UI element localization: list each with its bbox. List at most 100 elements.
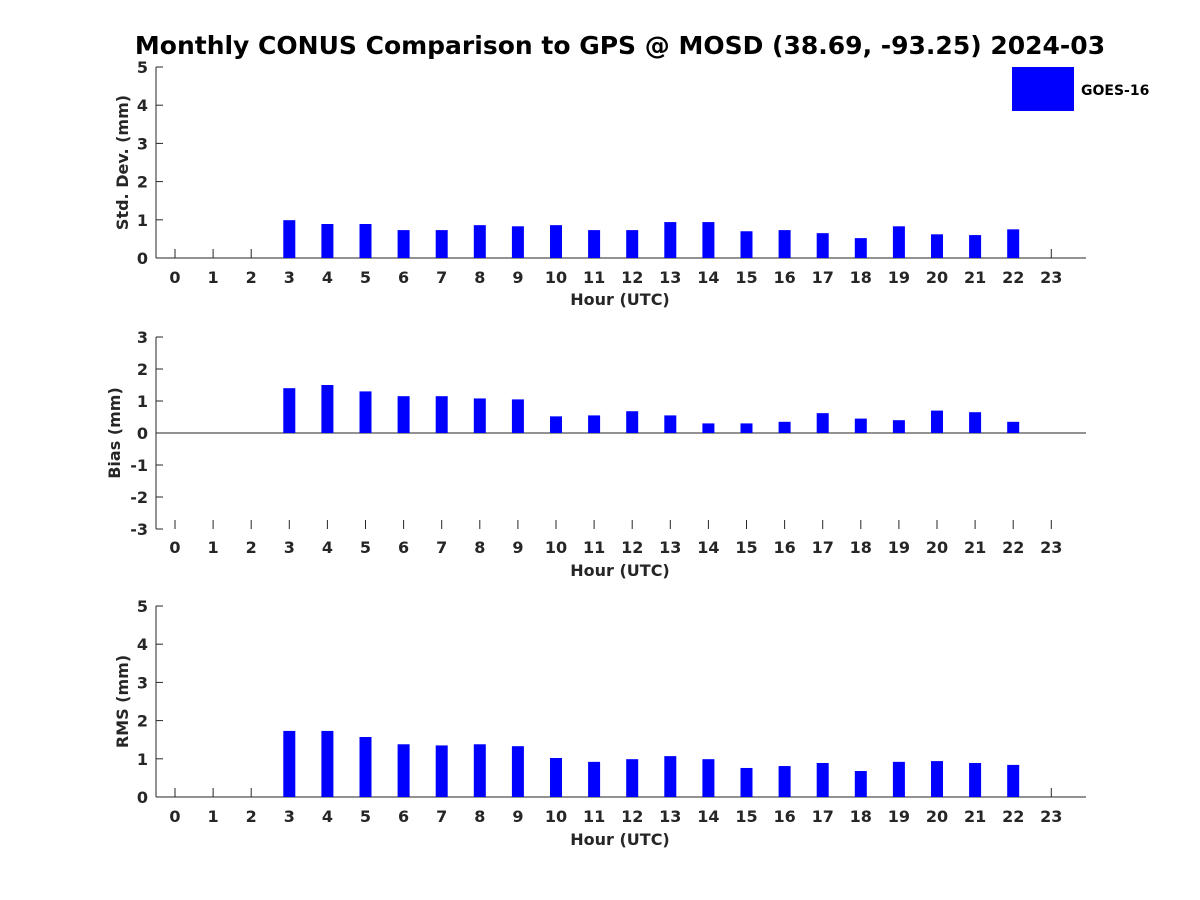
stddev-x-tick-label: 4 (322, 268, 333, 287)
bias-x-tick-label: 23 (1040, 538, 1062, 557)
legend-swatch (1012, 67, 1074, 111)
stddev-bar-hour-5 (359, 224, 372, 258)
bias-x-tick-label: 10 (545, 538, 567, 557)
rms-bar-hour-11 (588, 761, 601, 797)
stddev-x-tick-label: 15 (735, 268, 757, 287)
rms-x-tick-label: 3 (284, 807, 295, 826)
bias-bar-hour-11 (588, 415, 601, 433)
rms-x-tick-label: 5 (360, 807, 371, 826)
stddev-bar-hour-18 (854, 238, 867, 258)
bias-x-tick-label: 22 (1002, 538, 1024, 557)
bias-x-tick-label: 6 (398, 538, 409, 557)
stddev-bar-hour-11 (588, 230, 601, 258)
bias-x-tick-label: 2 (246, 538, 257, 557)
bias-bar-hour-19 (892, 420, 905, 433)
bias-bar-hour-8 (473, 398, 486, 433)
bias-bar-hour-14 (702, 423, 715, 433)
stddev-x-tick-label: 14 (697, 268, 719, 287)
rms-x-tick-label: 0 (169, 807, 180, 826)
rms-x-tick-label: 9 (512, 807, 523, 826)
stddev-x-tick-label: 21 (964, 268, 986, 287)
stddev-bar-hour-4 (321, 224, 334, 258)
rms-x-tick-label: 4 (322, 807, 333, 826)
stddev-x-tick-label: 2 (246, 268, 257, 287)
bias-y-tick-label: -2 (130, 488, 148, 507)
rms-y-tick-label: 3 (137, 673, 148, 692)
rms-x-tick-label: 22 (1002, 807, 1024, 826)
bias-x-tick-label: 3 (284, 538, 295, 557)
rms-bar-hour-20 (931, 761, 943, 797)
bias-bar-hour-3 (283, 388, 296, 433)
stddev-x-tick-label: 7 (436, 268, 447, 287)
rms-x-tick-label: 13 (659, 807, 681, 826)
rms-bar-hour-9 (511, 746, 524, 797)
chart-title: Monthly CONUS Comparison to GPS @ MOSD (… (135, 31, 1105, 60)
rms-bar-hour-15 (740, 767, 753, 797)
stddev-y-tick-label: 1 (137, 211, 148, 230)
stddev-x-tick-label: 12 (621, 268, 643, 287)
rms-bar-hour-5 (359, 737, 372, 797)
rms-x-tick-label: 15 (735, 807, 757, 826)
rms-x-tick-label: 19 (888, 807, 910, 826)
stddev-x-tick-label: 13 (659, 268, 681, 287)
stddev-x-tick-label: 9 (512, 268, 523, 287)
bias-y-tick-label: -3 (130, 520, 148, 539)
rms-x-tick-label: 21 (964, 807, 986, 826)
rms-x-axis-label: Hour (UTC) (570, 830, 670, 849)
rms-x-tick-label: 6 (398, 807, 409, 826)
rms-bar-hour-7 (435, 745, 448, 797)
bias-bar-hour-4 (321, 385, 334, 433)
bias-y-tick-label: 0 (137, 424, 148, 443)
bias-x-tick-label: 0 (169, 538, 180, 557)
stddev-y-tick-label: 3 (137, 134, 148, 153)
stddev-bar-hour-12 (626, 230, 639, 258)
rms-x-tick-label: 16 (773, 807, 795, 826)
rms-x-tick-label: 1 (208, 807, 219, 826)
stddev-y-tick-label: 5 (137, 58, 148, 77)
bias-x-tick-label: 20 (926, 538, 948, 557)
bias-x-tick-label: 7 (436, 538, 447, 557)
rms-bar-hour-10 (550, 758, 562, 797)
rms-bar-hour-6 (397, 744, 410, 797)
bias-bar-hour-15 (740, 423, 753, 433)
bias-bar-hour-17 (816, 413, 829, 433)
bias-y-tick-label: 3 (137, 328, 148, 347)
stddev-x-tick-label: 1 (208, 268, 219, 287)
stddev-x-tick-label: 20 (926, 268, 948, 287)
rms-x-tick-label: 12 (621, 807, 643, 826)
rms-x-tick-label: 18 (850, 807, 872, 826)
rms-x-tick-label: 23 (1040, 807, 1062, 826)
bias-x-axis-label: Hour (UTC) (570, 561, 670, 580)
bias-bar-hour-21 (969, 412, 982, 433)
rms-bar-hour-3 (283, 730, 296, 797)
bias-y-tick-label: 1 (137, 392, 148, 411)
bias-bar-hour-18 (854, 418, 867, 433)
stddev-bar-hour-10 (550, 225, 562, 258)
stddev-bar-hour-13 (664, 222, 677, 258)
rms-bar-hour-22 (1007, 764, 1020, 797)
bias-x-tick-label: 19 (888, 538, 910, 557)
stddev-bar-hour-3 (283, 220, 296, 258)
rms-bar-hour-12 (626, 759, 639, 797)
bias-bar-hour-12 (626, 411, 639, 433)
bias-x-tick-label: 21 (964, 538, 986, 557)
bias-x-tick-label: 4 (322, 538, 333, 557)
stddev-bar-hour-6 (397, 230, 410, 258)
rms-bar-hour-21 (969, 763, 982, 797)
rms-x-tick-label: 17 (812, 807, 834, 826)
stddev-y-axis-label: Std. Dev. (mm) (113, 95, 132, 230)
stddev-bar-hour-22 (1007, 229, 1020, 258)
stddev-x-tick-label: 5 (360, 268, 371, 287)
rms-y-axis-label: RMS (mm) (113, 655, 132, 748)
bias-bar-hour-6 (397, 396, 410, 433)
stddev-bar-hour-17 (816, 233, 829, 258)
rms-bar-hour-16 (778, 766, 791, 797)
rms-y-tick-label: 5 (137, 597, 148, 616)
rms-bar-hour-13 (664, 756, 677, 797)
stddev-x-tick-label: 23 (1040, 268, 1062, 287)
rms-y-tick-label: 2 (137, 712, 148, 731)
stddev-x-tick-label: 3 (284, 268, 295, 287)
rms-x-tick-label: 8 (474, 807, 485, 826)
